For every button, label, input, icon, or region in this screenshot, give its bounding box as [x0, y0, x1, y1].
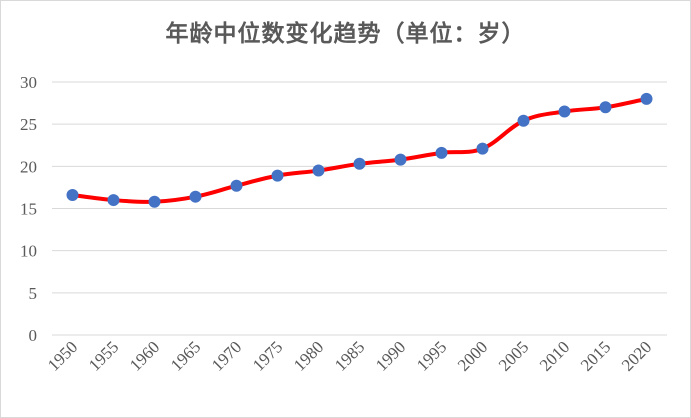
y-tick-label: 5 — [29, 284, 38, 303]
x-tick-label: 1965 — [167, 337, 204, 374]
x-tick-label: 1960 — [126, 337, 163, 374]
y-tick-label: 0 — [29, 326, 38, 345]
data-point-1980 — [312, 164, 325, 177]
x-tick-label: 2015 — [577, 337, 614, 374]
x-tick-label: 2010 — [536, 337, 573, 374]
x-tick-label: 1990 — [372, 337, 409, 374]
y-axis-ticks: 0 5 10 15 20 25 30 — [20, 73, 37, 345]
x-tick-label: 1980 — [290, 337, 327, 374]
x-tick-label: 1950 — [44, 337, 81, 374]
data-point-2010 — [558, 105, 571, 118]
data-point-1975 — [271, 169, 284, 182]
data-points — [66, 92, 653, 208]
x-tick-label: 1970 — [208, 337, 245, 374]
data-point-1995 — [435, 146, 448, 159]
y-tick-label: 30 — [20, 73, 37, 92]
x-tick-label: 2020 — [618, 337, 655, 374]
data-point-1970 — [230, 179, 243, 192]
data-point-1950 — [66, 189, 79, 202]
y-tick-label: 10 — [20, 242, 37, 261]
data-point-1965 — [189, 190, 202, 203]
x-tick-label: 1995 — [413, 337, 450, 374]
data-point-2005 — [517, 114, 530, 127]
data-point-1990 — [394, 153, 407, 166]
x-tick-label: 2005 — [495, 337, 532, 374]
y-tick-label: 20 — [20, 157, 37, 176]
y-tick-label: 25 — [20, 115, 37, 134]
data-point-2015 — [599, 101, 612, 114]
y-tick-label: 15 — [20, 200, 37, 219]
data-point-2020 — [640, 92, 653, 105]
data-point-1960 — [148, 195, 161, 208]
x-axis-ticks: 1950 1955 1960 1965 1970 1975 1980 1985 1990 1995… — [44, 337, 655, 374]
x-tick-label: 1975 — [249, 337, 286, 374]
chart-title: 年龄中位数变化趋势（单位：岁） — [165, 20, 526, 47]
data-point-1955 — [107, 194, 120, 207]
x-tick-label: 1985 — [331, 337, 368, 374]
data-point-1985 — [353, 157, 366, 170]
data-point-2000 — [476, 142, 489, 155]
gridlines — [52, 81, 667, 336]
x-tick-label: 1955 — [85, 337, 122, 374]
x-tick-label: 2000 — [454, 337, 491, 374]
